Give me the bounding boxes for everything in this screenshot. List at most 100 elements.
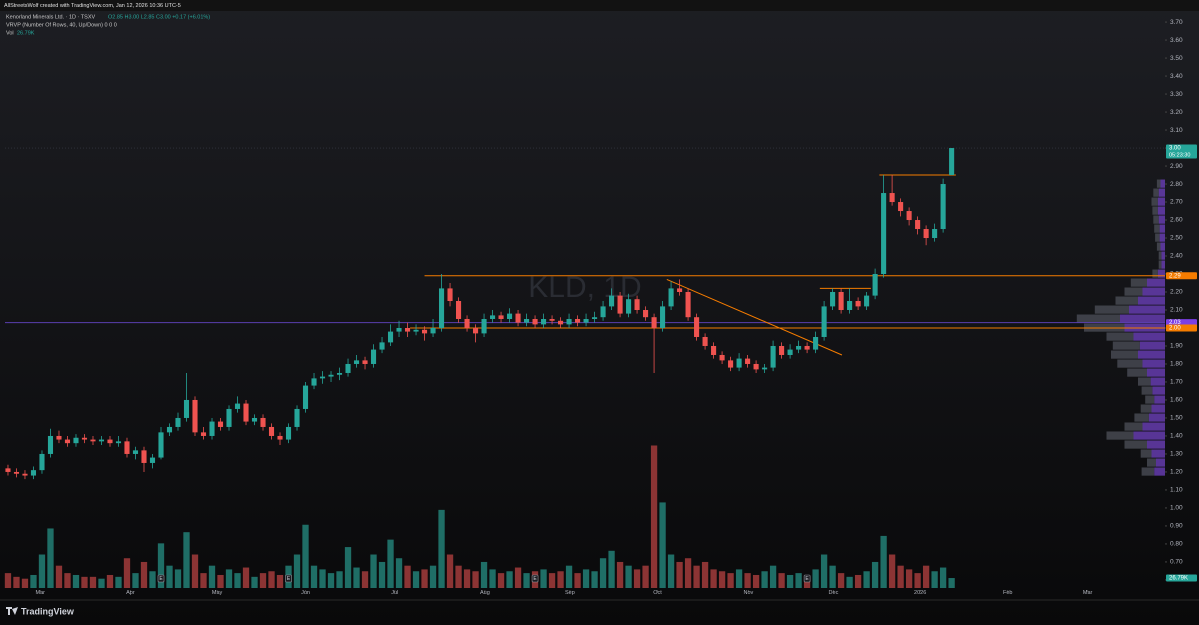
volume-bar bbox=[684, 558, 692, 588]
event-marker bbox=[803, 574, 811, 583]
vrvp-down bbox=[1145, 395, 1155, 404]
volume-bar bbox=[735, 569, 743, 588]
event-label: E bbox=[533, 576, 537, 582]
volume-bar bbox=[268, 571, 275, 588]
volume-bar bbox=[13, 576, 20, 588]
volume-bar bbox=[293, 554, 301, 588]
volume-bar bbox=[599, 558, 607, 588]
countdown-label: 05:23:30 bbox=[1169, 152, 1190, 158]
volume-bar bbox=[72, 574, 80, 588]
candle-body bbox=[643, 309, 649, 318]
candle-body bbox=[838, 292, 844, 310]
vrvp-up bbox=[1133, 431, 1165, 440]
vrvp-up bbox=[1151, 449, 1165, 458]
candle-body bbox=[796, 345, 802, 350]
price-label-box bbox=[1166, 272, 1197, 280]
candle-body bbox=[753, 363, 759, 370]
volume-bar bbox=[455, 565, 462, 588]
volume-bar bbox=[642, 565, 649, 588]
candle-body bbox=[668, 288, 674, 307]
candle-body bbox=[489, 315, 496, 319]
vrvp-down bbox=[1106, 431, 1134, 440]
volume-label-box bbox=[1166, 574, 1197, 582]
volume-bar bbox=[225, 569, 233, 588]
candle-body bbox=[209, 421, 215, 436]
vrvp-down bbox=[1140, 404, 1152, 413]
candle-body bbox=[22, 473, 28, 476]
vrvp-down bbox=[1154, 224, 1160, 233]
event-label: E bbox=[287, 576, 291, 582]
vrvp-down bbox=[1156, 242, 1161, 251]
vrvp-down bbox=[1134, 413, 1149, 422]
candle-body bbox=[336, 372, 343, 375]
price-label-box bbox=[1166, 324, 1197, 332]
volume-bar bbox=[404, 565, 411, 588]
candle-body bbox=[932, 229, 938, 239]
event-label: E bbox=[159, 576, 163, 582]
volume-bar bbox=[438, 509, 445, 588]
y-tick-label: 0.70 bbox=[1170, 559, 1183, 566]
y-tick-label: 2.80 bbox=[1170, 181, 1183, 188]
candle-body bbox=[64, 439, 71, 444]
candle-body bbox=[81, 437, 88, 440]
candle-body bbox=[949, 148, 955, 176]
volume-bar bbox=[472, 571, 479, 588]
volume-bar bbox=[98, 578, 105, 588]
volume-bar bbox=[574, 573, 581, 588]
vrvp-up bbox=[1157, 269, 1165, 278]
candle-body bbox=[719, 354, 725, 361]
candle-body bbox=[30, 470, 37, 476]
vrvp-down bbox=[1115, 296, 1138, 305]
vrvp-up bbox=[1142, 287, 1165, 296]
volume-bar bbox=[948, 578, 955, 588]
volume-bar bbox=[259, 573, 267, 588]
volume-bar bbox=[115, 576, 122, 588]
volume-bar bbox=[446, 554, 454, 588]
header: AllStreetsWolf created with TradingView.… bbox=[4, 3, 181, 9]
volume-bar bbox=[727, 573, 734, 588]
candle-body bbox=[294, 408, 300, 427]
candle-body bbox=[541, 318, 547, 325]
candle-body bbox=[617, 295, 623, 314]
volume-bar bbox=[378, 561, 386, 588]
volume-bar bbox=[497, 573, 505, 588]
volume-bar bbox=[242, 567, 250, 588]
vrvp-down bbox=[1158, 251, 1162, 260]
vrvp-up bbox=[1161, 251, 1165, 260]
candle-body bbox=[626, 299, 632, 314]
volume-bar bbox=[463, 569, 471, 588]
volume-bar bbox=[370, 554, 377, 588]
x-tick-label: Mar bbox=[1083, 590, 1093, 596]
volume-bar bbox=[693, 565, 700, 588]
volume-bar bbox=[327, 573, 335, 588]
vrvp-up bbox=[1147, 368, 1165, 377]
vrvp-down bbox=[1155, 233, 1160, 242]
price-label: 2.29 bbox=[1169, 273, 1181, 279]
volume-bar bbox=[939, 567, 947, 588]
volume-bar bbox=[846, 576, 853, 588]
volume-bar bbox=[650, 445, 658, 588]
volume-bar bbox=[761, 571, 768, 588]
candle-body bbox=[379, 342, 385, 350]
candle-body bbox=[200, 432, 207, 436]
candle-body bbox=[600, 306, 606, 318]
vrvp-down bbox=[1152, 206, 1158, 215]
y-tick-label: 1.50 bbox=[1170, 415, 1183, 422]
footer-brand: TradingView bbox=[21, 606, 75, 616]
vrvp-down bbox=[1158, 260, 1162, 269]
vrvp-down bbox=[1117, 359, 1143, 368]
candle-body bbox=[166, 426, 173, 433]
volume-bar bbox=[514, 567, 522, 588]
vrvp-up bbox=[1154, 467, 1165, 476]
volume-bar bbox=[786, 574, 794, 588]
candle-body bbox=[277, 435, 283, 440]
vrvp-up bbox=[1148, 413, 1165, 422]
vrvp-down bbox=[1153, 188, 1159, 197]
price-label: 3.00 bbox=[1169, 146, 1181, 152]
y-tick-label: 2.10 bbox=[1170, 307, 1183, 314]
candle-body bbox=[13, 471, 20, 474]
volume-bar bbox=[718, 571, 726, 588]
vrvp-up bbox=[1133, 332, 1165, 341]
candle-body bbox=[762, 367, 768, 370]
